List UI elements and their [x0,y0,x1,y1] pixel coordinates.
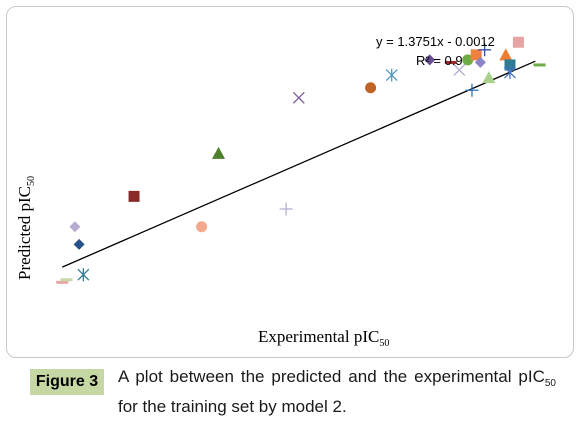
data-point-4 [69,221,81,233]
data-point-24 [512,36,524,48]
data-point-14 [453,64,466,76]
y-axis-label-subscript: 50 [26,176,37,187]
data-point-1 [60,278,73,282]
x-axis-label: Experimental pIC50 [258,327,389,349]
data-point-9 [292,91,305,104]
trendline [61,60,536,268]
data-point-7 [212,146,226,159]
y-axis-label-text: Predicted pIC [15,186,34,280]
data-point-6 [196,221,208,233]
caption-subscript: 50 [544,378,556,389]
data-point-17 [470,49,482,61]
data-point-21 [499,48,513,61]
data-point-16 [465,83,479,97]
caption-text-start: A plot between the predicted and the exp… [118,367,545,386]
data-point-22 [504,59,516,71]
x-axis-label-subscript: 50 [379,338,390,349]
trendline-equation: y = 1.3751x - 0.0012 [376,34,495,49]
figure-caption: A plot between the predicted and the exp… [118,365,556,418]
data-point-5 [128,190,140,202]
data-point-3 [73,238,85,250]
data-point-13 [444,60,457,64]
trendline-r-squared: R² = 0.9 [416,53,463,68]
data-point-11 [385,68,398,82]
data-point-18 [474,56,486,68]
data-point-2 [77,268,90,282]
data-point-12 [424,54,436,66]
data-point-23 [504,66,516,80]
data-point-10 [365,82,377,94]
data-point-20 [482,71,496,84]
data-point-15 [462,54,474,66]
figure-badge: Figure 3 [30,369,104,395]
data-point-8 [279,202,293,216]
data-point-25 [533,63,546,67]
data-point-19 [478,43,492,57]
x-axis-label-text: Experimental pIC [258,327,380,346]
caption-text-end: for the training set by model 2. [118,397,347,416]
data-point-0 [56,280,69,284]
